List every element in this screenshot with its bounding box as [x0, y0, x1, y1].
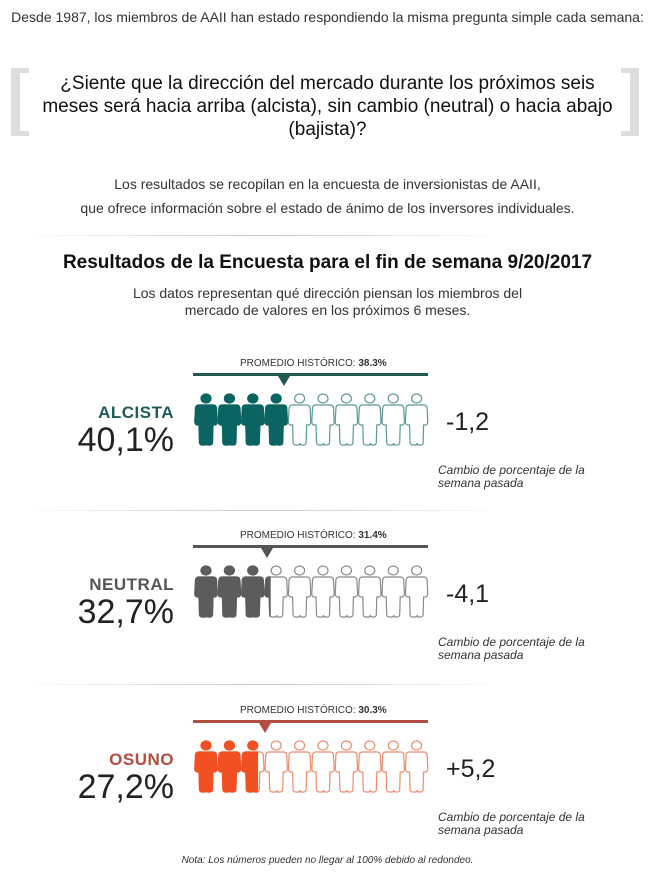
person-icon-array: [194, 393, 429, 446]
chart-subtitle-line1: Los datos representan qué dirección pien…: [132, 285, 523, 301]
sentiment-section-osuno: PROMEDIO HISTÓRICO: 30.3% OSUNO 27,2% +5,2 C…: [0, 705, 655, 865]
historical-average-line: [193, 720, 428, 723]
person-icon: [334, 393, 359, 446]
person-icon: [357, 565, 382, 618]
person-icon: [381, 740, 406, 793]
person-icon: [357, 393, 382, 446]
person-icon-fill: [240, 740, 259, 793]
person-icon: [381, 565, 406, 618]
weekly-change-value: -1,2: [446, 408, 490, 436]
category-label: OSUNO: [109, 750, 174, 769]
person-icon: [311, 740, 335, 793]
person-icon-fill: [217, 565, 242, 618]
person-icon-array: [194, 565, 429, 618]
person-icon: [311, 565, 335, 618]
historical-average-value: 31.4%: [358, 530, 387, 541]
historical-average-line: [193, 373, 428, 376]
person-icon-array: [194, 740, 429, 793]
weekly-change-note: Cambio de porcentaje de la semana pasada: [438, 463, 585, 490]
historical-average-marker: [258, 723, 271, 733]
results-info-line1: Los resultados se recopilan en la encues…: [114, 176, 541, 192]
person-icon-fill: [194, 740, 218, 793]
chart-subtitle-line2: mercado de valores en los próximos 6 mes…: [184, 302, 471, 318]
person-icon-fill: [194, 565, 218, 618]
person-icon-fill: [264, 393, 289, 446]
intro-text: Desde 1987, los miembros de AAII han est…: [11, 9, 644, 25]
divider: [38, 235, 488, 236]
person-icon-fill: [240, 393, 265, 446]
historical-average-prefix: PROMEDIO HISTÓRICO:: [240, 530, 359, 541]
chart-subtitle: Los datos representan qué dirección pien…: [0, 285, 655, 319]
person-icon: [381, 393, 406, 446]
results-info-line2: que ofrece información sobre el estado d…: [80, 200, 575, 216]
person-icon: [287, 740, 312, 793]
survey-question: ¿Siente que la dirección del mercado dur…: [42, 73, 613, 140]
historical-average-value: 38.3%: [358, 358, 387, 369]
percentage-value: 32,7%: [77, 593, 174, 631]
category-label: ALCISTA: [98, 403, 174, 422]
person-icon-fill: [217, 740, 242, 793]
results-info: Los resultados se recopilan en la encues…: [0, 172, 655, 220]
person-icon: [334, 565, 359, 618]
category-label: NEUTRAL: [89, 575, 174, 594]
historical-average-line: [193, 545, 428, 548]
historical-average-label: PROMEDIO HISTÓRICO: 38.3%: [240, 358, 387, 369]
person-icon: [287, 565, 312, 618]
percentage-value: 27,2%: [77, 768, 174, 806]
person-icon: [404, 740, 429, 793]
person-icon: [264, 740, 289, 793]
weekly-change-value: -4,1: [446, 580, 490, 608]
person-icon: [311, 393, 335, 446]
weekly-change-value: +5,2: [446, 755, 496, 783]
divider: [38, 684, 488, 685]
right-bracket-decoration: [621, 68, 639, 136]
person-icon: [357, 740, 382, 793]
person-icon: [404, 565, 429, 618]
historical-average-prefix: PROMEDIO HISTÓRICO:: [240, 705, 359, 716]
person-icon: [404, 393, 429, 446]
person-icon-fill: [217, 393, 242, 446]
divider: [38, 510, 488, 511]
chart-title: Resultados de la Encuesta para el fin de…: [62, 252, 593, 273]
person-icon-fill: [194, 393, 218, 446]
percentage-value: 40,1%: [77, 421, 174, 459]
sentiment-section-neutral: PROMEDIO HISTÓRICO: 31.4% NEUTRAL 32,7% -4,…: [0, 530, 655, 690]
person-icon: [334, 740, 359, 793]
person-icon-fill: [264, 569, 271, 618]
footnote: Nota: Los números pueden no llegar al 10…: [181, 855, 474, 866]
person-icon: [287, 393, 312, 446]
historical-average-marker: [277, 376, 290, 386]
historical-average-label: PROMEDIO HISTÓRICO: 31.4%: [240, 530, 387, 541]
historical-average-label: PROMEDIO HISTÓRICO: 30.3%: [240, 705, 387, 716]
left-bracket-decoration: [11, 68, 29, 136]
historical-average-marker: [261, 548, 274, 558]
sentiment-section-alcista: PROMEDIO HISTÓRICO: 38.3% ALCISTA 40,1% -1,…: [0, 358, 655, 518]
weekly-change-note: Cambio de porcentaje de la semana pasada: [438, 635, 585, 662]
person-icon-fill: [240, 565, 265, 618]
weekly-change-note: Cambio de porcentaje de la semana pasada: [438, 810, 585, 837]
historical-average-value: 30.3%: [358, 705, 387, 716]
historical-average-prefix: PROMEDIO HISTÓRICO:: [240, 358, 359, 369]
